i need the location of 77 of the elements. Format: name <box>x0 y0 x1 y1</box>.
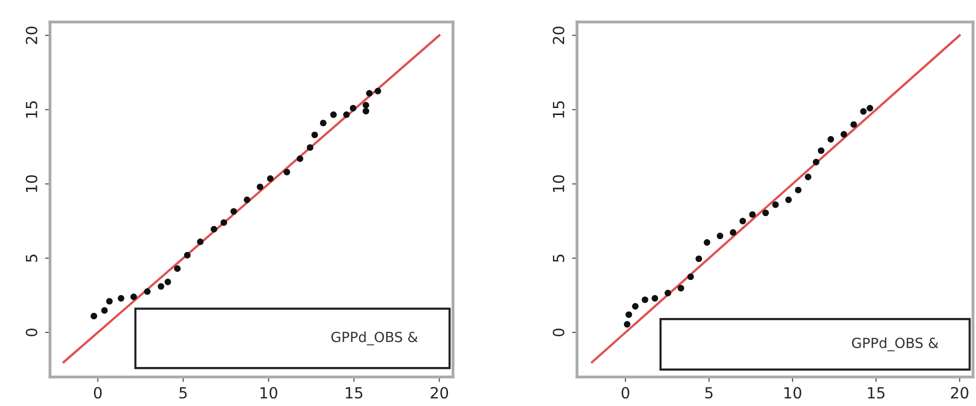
point <box>374 88 382 94</box>
point <box>306 144 314 151</box>
point <box>184 252 191 258</box>
point <box>320 120 327 126</box>
point <box>828 136 834 143</box>
x-tick-label: 5 <box>180 387 187 399</box>
point <box>90 312 98 320</box>
point <box>330 111 337 118</box>
point <box>716 232 724 240</box>
point <box>210 226 218 232</box>
y-tick-label: 20 <box>26 26 38 44</box>
y-tick-label: 10 <box>26 175 38 192</box>
point <box>812 158 820 166</box>
y-tick-label: 15 <box>552 101 564 118</box>
point <box>804 174 812 180</box>
point <box>130 293 137 300</box>
point <box>749 211 756 218</box>
point <box>840 131 848 138</box>
point <box>785 196 792 204</box>
y-tick-label: 5 <box>26 254 38 262</box>
point <box>730 229 736 236</box>
point <box>866 104 874 112</box>
point <box>144 288 151 295</box>
point <box>362 108 370 114</box>
point <box>624 320 630 328</box>
point <box>626 311 632 318</box>
point <box>772 201 779 208</box>
point <box>343 111 350 118</box>
point <box>696 255 702 262</box>
x-tick-label: 20 <box>951 386 968 399</box>
point <box>266 175 274 182</box>
point <box>632 303 639 310</box>
x-tick-label: 0 <box>622 386 630 399</box>
annotation: GPPd_OBS & <box>852 337 938 352</box>
point <box>350 104 356 112</box>
x-tick-label: 15 <box>346 387 362 399</box>
y-tick-label: 0 <box>552 328 564 336</box>
point <box>794 186 802 194</box>
point <box>762 210 769 216</box>
x-tick-label: 20 <box>430 386 448 399</box>
point <box>366 90 373 97</box>
point <box>678 284 684 292</box>
point <box>311 132 318 138</box>
y-tick-label: 15 <box>26 101 38 118</box>
point <box>106 298 113 305</box>
point <box>739 218 746 224</box>
point <box>296 155 304 162</box>
point <box>850 121 857 128</box>
point <box>256 184 264 190</box>
point <box>174 265 181 272</box>
point <box>244 196 250 204</box>
annotation: GPPd_OBS & <box>331 331 418 346</box>
point <box>652 294 658 302</box>
point <box>101 307 108 314</box>
x-tick-label: 5 <box>705 387 713 399</box>
x-tick-label: 10 <box>784 386 802 399</box>
point <box>284 168 290 176</box>
x-tick-label: 10 <box>260 386 278 399</box>
point <box>687 273 694 280</box>
point <box>196 238 204 246</box>
x-tick-label: 0 <box>94 386 102 399</box>
point <box>818 147 824 154</box>
point <box>158 283 164 290</box>
y-tick-label: 10 <box>552 175 564 192</box>
point <box>642 296 648 304</box>
y-tick-label: 0 <box>26 328 38 336</box>
point <box>860 108 867 115</box>
y-tick-label: 5 <box>552 254 564 262</box>
point <box>362 102 370 108</box>
point <box>164 278 172 286</box>
point <box>664 290 672 296</box>
x-tick-label: 15 <box>868 387 884 399</box>
point <box>220 219 228 226</box>
point <box>704 239 710 246</box>
point <box>118 294 124 302</box>
point <box>230 208 238 215</box>
y-tick-label: 20 <box>552 26 564 44</box>
